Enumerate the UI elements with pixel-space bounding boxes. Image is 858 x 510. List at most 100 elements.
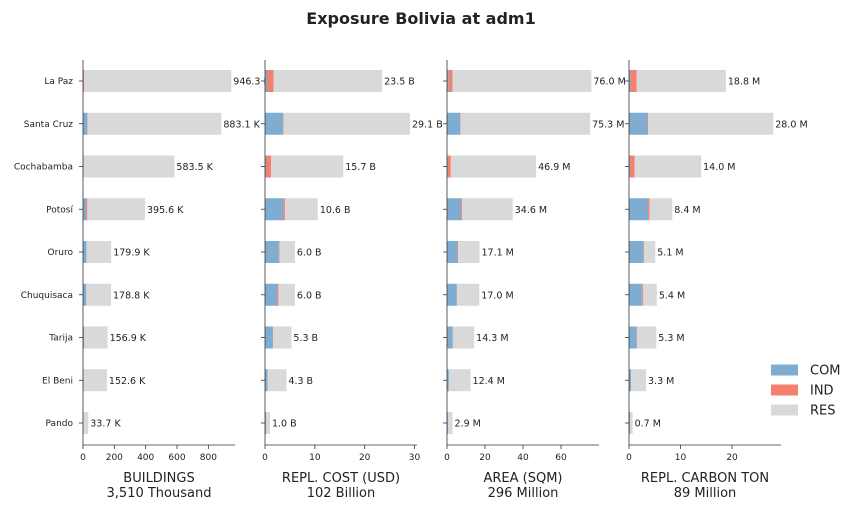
total-label: 17.0 M [481, 290, 513, 301]
x-axis-total: 3,510 Thousand [107, 486, 212, 501]
total-label: 10.6 B [320, 205, 351, 216]
bar-res-3 [649, 198, 673, 221]
bar-res-8 [83, 412, 89, 434]
bar-com-2 [629, 155, 631, 178]
bar-res-7 [267, 369, 287, 392]
bar-ind-2 [265, 155, 271, 178]
bar-res-6 [84, 326, 108, 349]
panel-1: 23.5 B 29.1 B 15.7 B 10.6 B 6.0 B 6.0 B 5.3 B 4… [261, 60, 443, 501]
bar-ind-6 [636, 326, 638, 349]
bar-com-3 [447, 198, 462, 221]
bar-ind-0 [266, 70, 274, 92]
total-label: 395.6 K [147, 205, 184, 216]
x-axis-label: REPL. CARBON TON [641, 471, 769, 486]
bar-ind-3 [86, 198, 88, 221]
legend: COM IND RES [771, 364, 841, 419]
category-label: Cochabamba [14, 163, 73, 173]
x-tick-label: 20 [359, 453, 371, 463]
bar-ind-3 [461, 198, 463, 221]
bar-com-6 [265, 326, 273, 349]
bar-com-7 [265, 369, 268, 392]
x-axis-label: AREA (SQM) [483, 471, 562, 486]
bar-ind-2 [630, 155, 635, 178]
bar-com-1 [447, 112, 461, 135]
category-label: Potosí [46, 205, 73, 215]
legend-swatch-ind [771, 384, 798, 396]
bar-res-6 [452, 326, 475, 349]
bar-ind-3 [648, 198, 650, 221]
total-label: 179.9 K [113, 248, 150, 259]
bar-res-1 [460, 112, 591, 135]
x-tick-label: 20 [479, 453, 491, 463]
total-label: 178.8 K [113, 290, 150, 301]
bar-ind-0 [448, 70, 453, 92]
bar-com-0 [447, 70, 449, 92]
bar-com-6 [83, 326, 85, 349]
total-label: 12.4 M [473, 376, 505, 387]
bar-res-2 [270, 155, 344, 178]
bar-com-0 [629, 70, 631, 92]
bar-com-1 [83, 112, 88, 135]
chart-panels: 946.3 K La Paz 883.1 K Santa Cruz 583.5 K Coc… [14, 60, 808, 501]
bar-com-2 [447, 155, 448, 178]
bar-res-0 [84, 70, 232, 92]
bar-res-7 [631, 369, 647, 392]
bar-res-8 [630, 412, 633, 434]
total-label: 0.7 M [635, 419, 661, 430]
panel-0: 946.3 K La Paz 883.1 K Santa Cruz 583.5 K Coc… [14, 60, 271, 501]
bar-res-5 [86, 283, 112, 306]
bar-com-5 [83, 283, 87, 306]
bar-res-3 [462, 198, 513, 221]
total-label: 14.3 M [476, 333, 508, 344]
bar-ind-1 [647, 112, 649, 135]
x-axis-label: BUILDINGS [123, 471, 194, 486]
bar-ind-0 [630, 70, 637, 92]
legend-label-ind: IND [810, 384, 834, 399]
total-label: 152.6 K [109, 376, 146, 387]
x-tick-label: 10 [309, 453, 321, 463]
x-tick-label: 0 [80, 453, 86, 463]
bar-res-4 [458, 241, 480, 263]
bar-com-8 [629, 412, 631, 434]
total-label: 46.9 M [538, 162, 570, 173]
total-label: 76.0 M [593, 77, 625, 88]
bar-res-4 [643, 241, 656, 263]
bar-res-2 [634, 155, 702, 178]
total-label: 583.5 K [176, 162, 213, 173]
x-tick-label: 40 [517, 453, 529, 463]
total-label: 15.7 B [345, 162, 376, 173]
total-label: 18.8 M [728, 77, 760, 88]
x-tick-label: 30 [409, 453, 421, 463]
x-axis-label: REPL. COST (USD) [282, 471, 400, 486]
total-label: 5.3 B [293, 333, 318, 344]
legend-label-res: RES [810, 404, 836, 419]
total-label: 28.0 M [775, 119, 807, 130]
panel-2: 76.0 M 75.3 M 46.9 M 34.6 M 17.1 M 17.0 M 14.3… [443, 60, 626, 501]
category-label: La Paz [44, 77, 73, 87]
bar-res-4 [279, 241, 295, 263]
x-tick-label: 10 [675, 453, 687, 463]
total-label: 5.4 M [659, 290, 685, 301]
bar-com-6 [447, 326, 453, 349]
x-tick-label: 0 [626, 453, 632, 463]
total-label: 34.6 M [515, 205, 547, 216]
bar-com-1 [629, 112, 648, 135]
bar-res-8 [447, 412, 453, 434]
total-label: 33.7 K [90, 419, 121, 430]
bar-res-2 [450, 155, 537, 178]
total-label: 883.1 K [223, 119, 260, 130]
bar-com-8 [447, 412, 448, 434]
total-label: 29.1 B [412, 119, 443, 130]
total-label: 946.3 K [233, 77, 270, 88]
bar-com-5 [629, 283, 642, 306]
bar-ind-4 [643, 241, 644, 263]
total-label: 6.0 B [297, 248, 322, 259]
x-tick-label: 200 [106, 453, 123, 463]
x-tick-label: 20 [726, 453, 738, 463]
bar-res-0 [452, 70, 592, 92]
total-label: 23.5 B [384, 77, 415, 88]
total-label: 1.0 B [272, 419, 297, 430]
chart-title: Exposure Bolivia at adm1 [306, 9, 535, 28]
x-tick-label: 800 [200, 453, 217, 463]
